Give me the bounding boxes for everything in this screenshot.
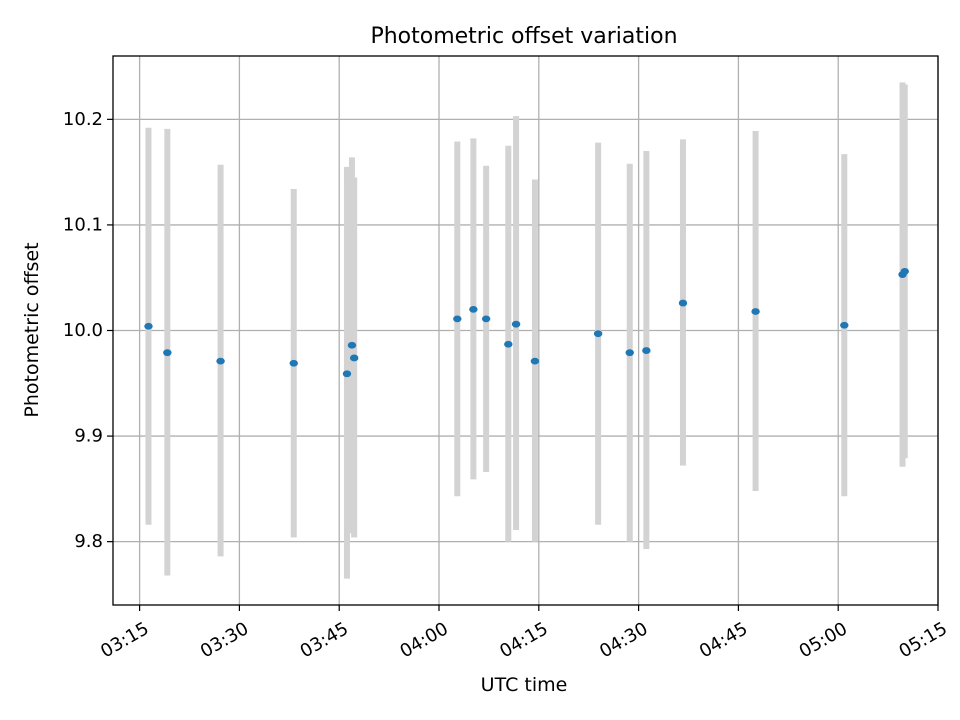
data-point: [469, 305, 478, 313]
data-point: [530, 357, 540, 365]
data-point: [642, 347, 651, 354]
x-axis-title: UTC time: [481, 674, 568, 696]
data-point: [481, 315, 491, 323]
x-axis: 03:15 03:30 03:45 04:00 04:15 04:30 04:45 05:00…: [97, 605, 951, 662]
x-tick-label: 04:00: [396, 618, 451, 662]
x-tick-label: 03:30: [197, 618, 252, 662]
data-point: [453, 315, 462, 323]
data-point: [349, 354, 359, 362]
chart-title: Photometric offset variation: [370, 24, 677, 49]
data-point: [504, 340, 513, 348]
y-tick-label: 10.0: [63, 320, 103, 341]
data-point: [342, 370, 352, 378]
data-point: [900, 267, 909, 275]
point-layer: [144, 267, 909, 378]
y-tick-label: 10.1: [63, 214, 103, 235]
y-tick-label: 10.2: [63, 109, 103, 130]
y-tick-label: 9.9: [74, 426, 103, 447]
data-point: [144, 322, 153, 330]
data-point: [751, 308, 760, 315]
grid-layer: [113, 56, 939, 605]
x-tick-label: 04:30: [596, 618, 651, 662]
x-tick-label: 03:15: [97, 618, 152, 662]
y-tick-label: 9.8: [74, 531, 103, 552]
y-axis-title: Photometric offset: [21, 242, 43, 417]
data-point: [678, 299, 688, 307]
data-point: [216, 357, 225, 365]
data-point: [840, 321, 849, 329]
x-tick-label: 04:45: [696, 618, 751, 662]
x-tick-label: 04:15: [496, 618, 551, 662]
y-axis: 9.8 9.9 10.0 10.1 10.2: [63, 109, 113, 552]
data-point: [347, 341, 357, 349]
data-point: [593, 330, 603, 338]
x-tick-label: 05:15: [895, 618, 950, 662]
x-tick-label: 03:45: [297, 618, 352, 662]
data-point: [625, 349, 634, 357]
x-tick-label: 05:00: [796, 618, 851, 662]
data-point: [163, 349, 172, 357]
data-point: [289, 359, 298, 367]
data-point: [511, 320, 521, 328]
